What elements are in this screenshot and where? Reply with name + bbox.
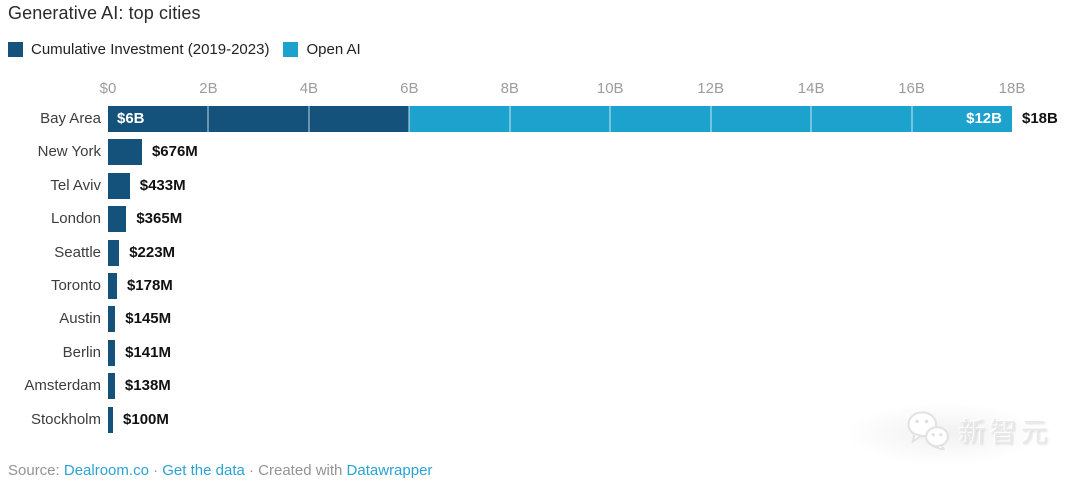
gridline <box>207 106 210 132</box>
x-axis-tick: 12B <box>697 80 725 97</box>
x-axis-tick: $0 <box>99 80 117 97</box>
x-axis-tick: 18B <box>998 80 1026 97</box>
value-label: $100M <box>123 411 169 428</box>
value-label: $145M <box>125 310 172 327</box>
row-label-amsterdam: Amsterdam <box>24 377 101 394</box>
legend-label-investment: Cumulative Investment (2019-2023) <box>31 41 270 58</box>
bar-segment-investment: $6B <box>108 106 410 132</box>
value-label: $178M <box>126 277 173 294</box>
wechat-icon <box>907 411 950 450</box>
bar-inner-label: $6B <box>117 110 145 127</box>
value-label: $141M <box>125 344 171 361</box>
row-label-berlin: Berlin <box>62 344 101 361</box>
footer-separator: · <box>244 462 259 479</box>
value-label: $18B <box>1022 110 1058 127</box>
x-axis-tick: 8B <box>500 80 519 97</box>
value-label: $138M <box>124 377 171 394</box>
bar-toronto <box>108 273 117 299</box>
legend: Cumulative Investment (2019-2023) Open A… <box>8 41 361 58</box>
legend-item-investment: Cumulative Investment (2019-2023) <box>8 41 269 58</box>
row-label-toronto: Toronto <box>50 277 101 294</box>
bar-segment-investment <box>108 340 116 366</box>
legend-swatch-investment <box>8 42 23 57</box>
created-with-label: Created with <box>258 462 347 479</box>
bar-segment-investment <box>108 306 116 332</box>
watermark-text: 新智元 <box>959 417 1052 448</box>
value-label: $223M <box>129 244 176 261</box>
bar-austin <box>108 306 116 332</box>
footer-separator: · <box>148 462 163 479</box>
value-label: $365M <box>136 210 183 227</box>
bar-segment-investment <box>108 273 117 299</box>
watermark: 新智元 <box>812 396 1052 464</box>
x-axis-tick: 2B <box>199 80 218 97</box>
bar-segment-investment <box>108 206 127 232</box>
bar-stockholm <box>108 407 114 433</box>
x-axis-tick: 14B <box>797 80 825 97</box>
bar-new-york <box>108 139 142 165</box>
value-label: $676M <box>151 143 198 160</box>
row-label-tel-aviv: Tel Aviv <box>50 177 101 194</box>
source-link[interactable]: Dealroom.co <box>63 462 149 479</box>
bar-tel-aviv <box>108 173 130 199</box>
bar-segment-investment <box>108 240 120 266</box>
bar-segment-investment <box>108 139 142 165</box>
gridline <box>810 106 813 132</box>
page-title: Generative AI: top cities <box>8 3 201 23</box>
x-axis-tick: 4B <box>299 80 319 97</box>
row-label-london: London <box>50 210 101 227</box>
x-axis-tick: 6B <box>400 80 419 97</box>
bar-segment-investment <box>108 173 130 199</box>
gridline <box>307 106 310 132</box>
bar-segment-investment <box>108 373 115 399</box>
bar-seattle <box>108 240 120 266</box>
gridline <box>508 106 511 132</box>
datawrapper-link[interactable]: Datawrapper <box>346 462 433 479</box>
row-label-seattle: Seattle <box>54 244 101 261</box>
x-axis-tick: 16B <box>898 80 925 97</box>
legend-swatch-openai <box>283 42 299 57</box>
bar-london <box>108 206 127 232</box>
bar-bay-area: $6B $12B <box>108 106 1012 132</box>
value-label: $433M <box>139 177 186 194</box>
bar-segment-openai: $12B <box>409 106 1012 132</box>
bar-segment-investment <box>108 407 114 433</box>
gridline <box>609 106 612 132</box>
x-axis-tick: 10B <box>596 80 624 97</box>
legend-label-openai: Open AI <box>306 41 361 58</box>
source-label: Source: <box>8 462 64 479</box>
row-label-new-york: New York <box>37 143 101 160</box>
source-footer: Source: Dealroom.co · Get the data · Cre… <box>8 462 432 479</box>
row-label-stockholm: Stockholm <box>30 411 101 428</box>
gridline <box>408 106 411 132</box>
get-data-link[interactable]: Get the data <box>162 462 245 479</box>
bar-berlin <box>108 340 116 366</box>
x-axis: $0 2B 4B 6B 8B 10B 12B 14B 16B 18B <box>0 80 1080 97</box>
bar-amsterdam <box>108 373 115 399</box>
bar-inner-label: $12B <box>966 110 1002 127</box>
gridline <box>709 106 712 132</box>
row-label-bay-area: Bay Area <box>40 110 101 127</box>
legend-item-openai: Open AI <box>283 41 361 58</box>
gridline <box>910 106 913 132</box>
row-label-austin: Austin <box>59 310 101 327</box>
